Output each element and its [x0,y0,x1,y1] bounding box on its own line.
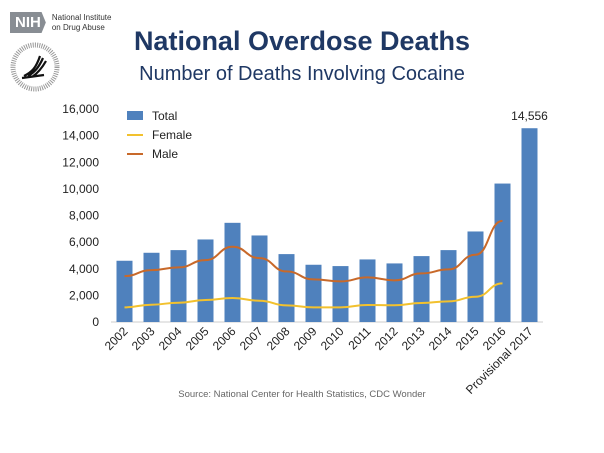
bar-total [386,263,403,322]
y-tick-label: 2,000 [69,288,99,302]
bar-total [332,266,349,322]
bar-total [143,252,160,322]
x-tick-label: 2011 [345,324,373,352]
bar-total [116,260,133,322]
nih-logo: NIH National Institute on Drug Abuse [10,12,111,33]
y-tick-label: 0 [92,315,99,329]
bar-total [224,222,241,322]
bar-total [494,183,511,322]
x-tick-label: 2005 [183,324,212,353]
legend-label-female: Female [152,128,192,142]
nih-institute-name: National Institute on Drug Abuse [52,13,112,33]
hhs-seal-icon [10,42,60,92]
bar-total [413,256,430,322]
y-tick-label: 4,000 [69,262,99,276]
x-tick-label: 2014 [426,324,455,353]
data-label: 14,556 [511,109,548,123]
x-tick-label: 2009 [291,324,320,353]
y-tick-label: 10,000 [62,182,99,196]
x-tick-label: 2006 [210,324,239,353]
y-tick-label: 12,000 [62,155,99,169]
x-tick-label: 2012 [372,324,401,353]
legend-label-male: Male [152,147,178,161]
y-tick-label: 8,000 [69,209,99,223]
line-female [124,282,503,309]
x-tick-label: 2002 [102,324,131,353]
x-tick-label: 2015 [453,324,482,353]
x-tick-label: 2007 [237,324,266,353]
institute-line1: National Institute [51,12,112,22]
chart-title: National Overdose Deaths [133,26,471,56]
bar-total [440,250,457,322]
bar-total [359,259,376,322]
bar-total [305,264,322,322]
nih-logo-mark: NIH [10,12,46,33]
institute-line2: on Drug Abuse [51,22,105,32]
y-tick-label: 14,000 [62,129,99,143]
bar-total [278,254,295,322]
source-note: Source: National Center for Health Stati… [178,389,426,400]
x-tick-label: 2004 [156,324,185,353]
x-tick-label: 2010 [318,324,347,353]
x-tick-label: 2013 [399,324,428,353]
bar-total [521,128,538,322]
y-tick-label: 6,000 [69,235,99,249]
bar-total [170,250,187,322]
x-tick-label: 2003 [129,324,158,353]
bar-total [251,235,268,322]
legend-label-total: Total [152,109,177,123]
x-tick-label: 2008 [264,324,293,353]
legend-swatch-total [127,111,143,120]
y-tick-label: 16,000 [62,102,99,116]
bar-total [197,239,214,322]
line-male [124,219,503,283]
bar-total [467,231,484,322]
chart-subtitle: Number of Deaths Involving Cocaine [139,63,465,85]
